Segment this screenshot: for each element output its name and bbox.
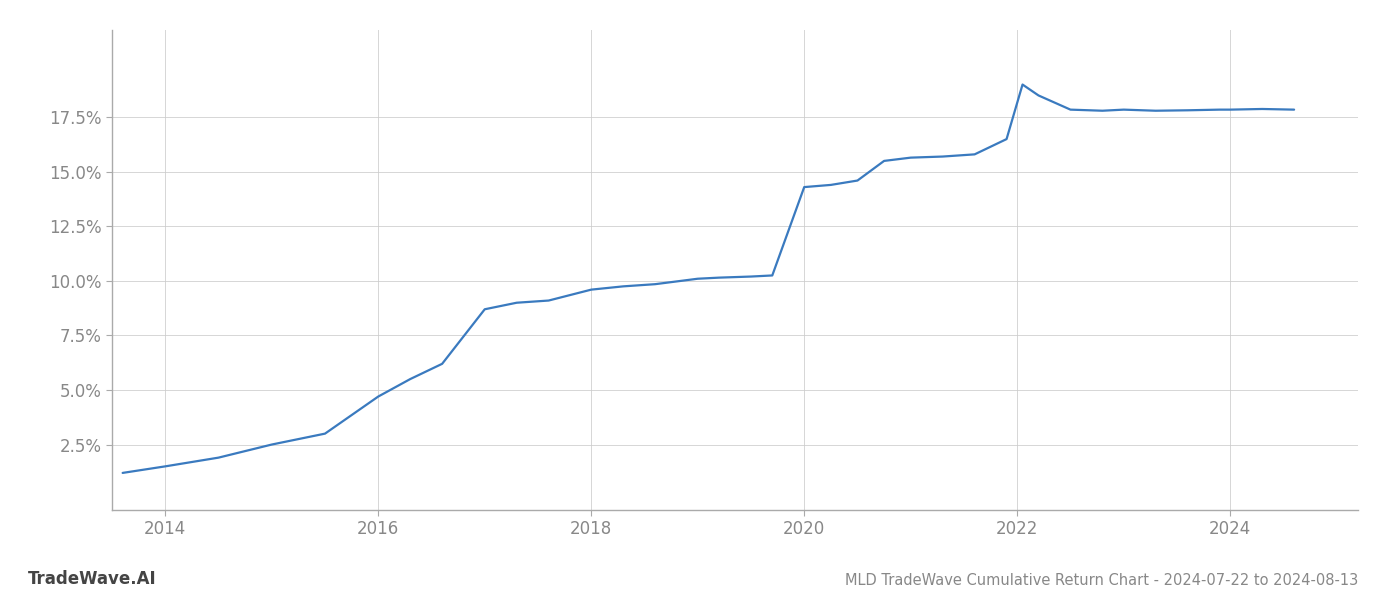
Text: TradeWave.AI: TradeWave.AI: [28, 570, 157, 588]
Text: MLD TradeWave Cumulative Return Chart - 2024-07-22 to 2024-08-13: MLD TradeWave Cumulative Return Chart - …: [844, 573, 1358, 588]
